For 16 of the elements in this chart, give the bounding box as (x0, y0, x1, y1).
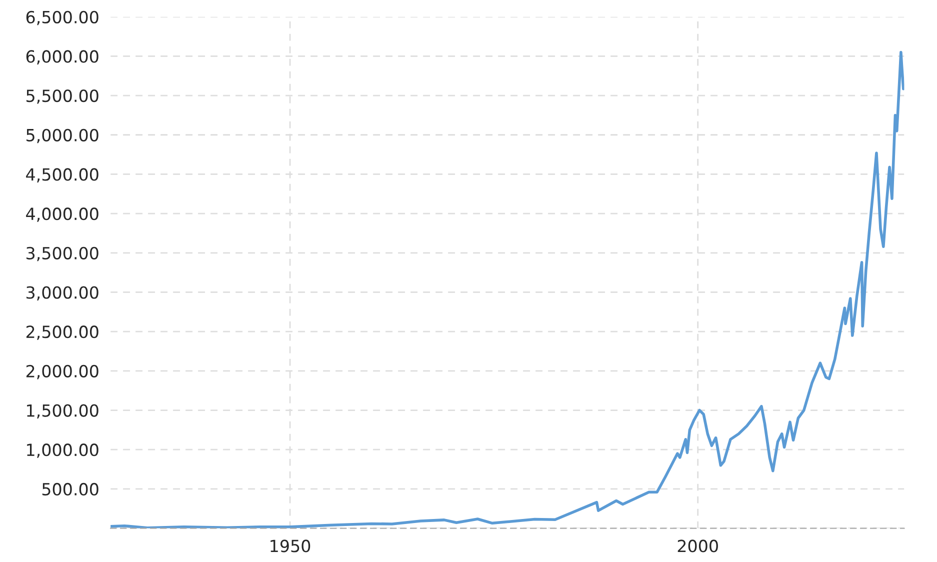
y-tick-label: 500.00 (42, 482, 98, 496)
y-tick-label: 4,500.00 (26, 168, 98, 182)
y-tick-label: 3,000.00 (26, 286, 98, 301)
y-tick-label: 2,000.00 (26, 364, 98, 380)
x-tick-label: 1950 (270, 540, 310, 552)
y-tick-label: 2,500.00 (26, 326, 98, 340)
y-tick-label: 1,000.00 (27, 444, 98, 458)
y-tick-label: 1,500.00 (27, 404, 98, 419)
y-tick-label: 6,500.00 (26, 10, 98, 26)
y-tick-label: 4,000.00 (26, 208, 98, 222)
y-tick-label: 6,000.00 (26, 50, 98, 64)
y-tick-label: 5,500.00 (26, 90, 98, 104)
line-series (110, 50, 904, 528)
x-tick-label: 2000 (678, 540, 718, 552)
y-tick-label: 3,500.00 (26, 246, 98, 262)
y-tick-label: 5,000.00 (26, 128, 98, 144)
